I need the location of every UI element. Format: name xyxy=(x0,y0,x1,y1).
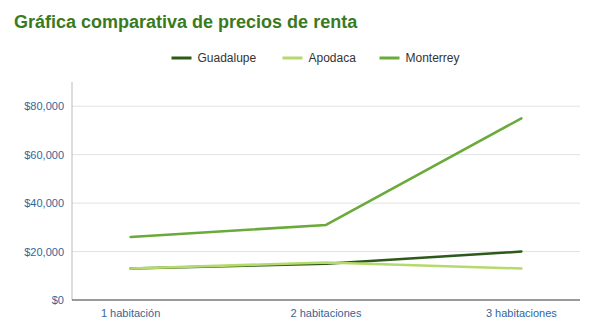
grid-line xyxy=(72,154,580,155)
x-tick-label: 3 habitaciones xyxy=(486,307,557,319)
x-tick-label: 1 habitación xyxy=(101,307,160,319)
legend-label: Monterrey xyxy=(406,51,460,65)
chart: Gráfica comparativa de precios de renta $… xyxy=(0,0,600,335)
legend-label: Apodaca xyxy=(309,51,357,65)
legend-swatch xyxy=(172,57,192,60)
y-tick-label: $40,000 xyxy=(24,197,64,209)
x-tick-label: 2 habitaciones xyxy=(291,307,362,319)
x-axis-line xyxy=(72,300,580,301)
y-axis-line xyxy=(72,82,73,300)
grid-line xyxy=(72,300,580,301)
grid-line xyxy=(72,203,580,204)
y-tick-label: $0 xyxy=(52,294,64,306)
y-tick-label: $80,000 xyxy=(24,100,64,112)
y-tick-label: $20,000 xyxy=(24,246,64,258)
y-grid xyxy=(72,106,580,300)
title: Gráfica comparativa de precios de renta xyxy=(14,12,358,32)
legend-swatch xyxy=(283,57,303,60)
series-line xyxy=(131,252,522,269)
y-tick-label: $60,000 xyxy=(24,149,64,161)
legend-label: Guadalupe xyxy=(198,51,257,65)
series-lines xyxy=(131,118,522,268)
chart-container: Gráfica comparativa de precios de renta $… xyxy=(0,0,600,335)
grid-line xyxy=(72,106,580,107)
series-line xyxy=(131,262,522,268)
legend-swatch xyxy=(380,57,400,60)
legend: Guadalupe Apodaca Monterrey xyxy=(172,51,460,65)
series-line xyxy=(131,118,522,237)
